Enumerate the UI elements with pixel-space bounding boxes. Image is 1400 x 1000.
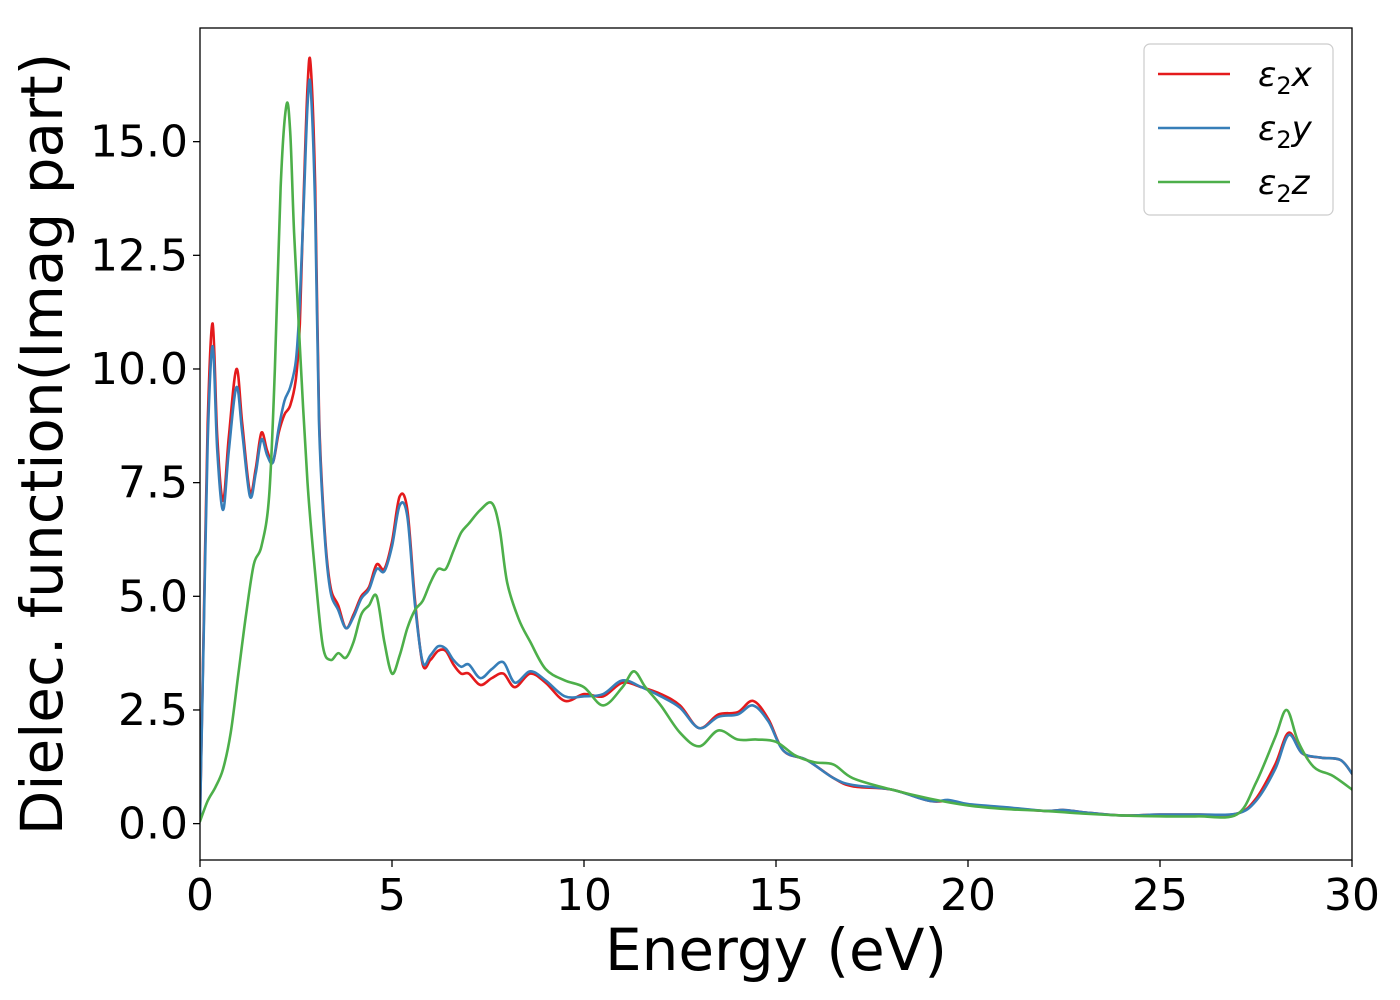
- x-tick-label: 20: [940, 870, 996, 921]
- legend-label-z: ε2z: [1258, 163, 1311, 208]
- y-axis: 0.0 2.5 5.0 7.5 10.0 12.5 15.0: [90, 117, 200, 850]
- y-axis-title: Dielec. function(Imag part): [8, 53, 76, 836]
- legend: ε2x ε2y ε2z: [1143, 43, 1334, 216]
- x-tick-label: 30: [1324, 870, 1380, 921]
- y-tick-label: 12.5: [90, 230, 188, 281]
- series-line-z: [200, 101, 1352, 823]
- y-tick-label: 15.0: [90, 117, 188, 168]
- x-tick-label: 0: [186, 870, 214, 921]
- x-tick-label: 15: [748, 870, 804, 921]
- y-tick-label: 0.0: [118, 799, 188, 850]
- x-axis-title: Energy (eV): [605, 916, 947, 984]
- legend-box: [1143, 43, 1334, 216]
- legend-label-y: ε2y: [1258, 109, 1313, 154]
- y-tick-label: 2.5: [118, 685, 188, 736]
- x-tick-label: 5: [378, 870, 406, 921]
- x-axis: 0 5 10 15 20 25 30: [186, 860, 1380, 921]
- legend-label-x: ε2x: [1258, 55, 1313, 100]
- y-tick-label: 7.5: [118, 458, 188, 509]
- series-layer: [200, 56, 1352, 823]
- y-tick-label: 5.0: [118, 571, 188, 622]
- x-tick-label: 25: [1132, 870, 1188, 921]
- x-tick-label: 10: [556, 870, 612, 921]
- y-tick-label: 10.0: [90, 344, 188, 395]
